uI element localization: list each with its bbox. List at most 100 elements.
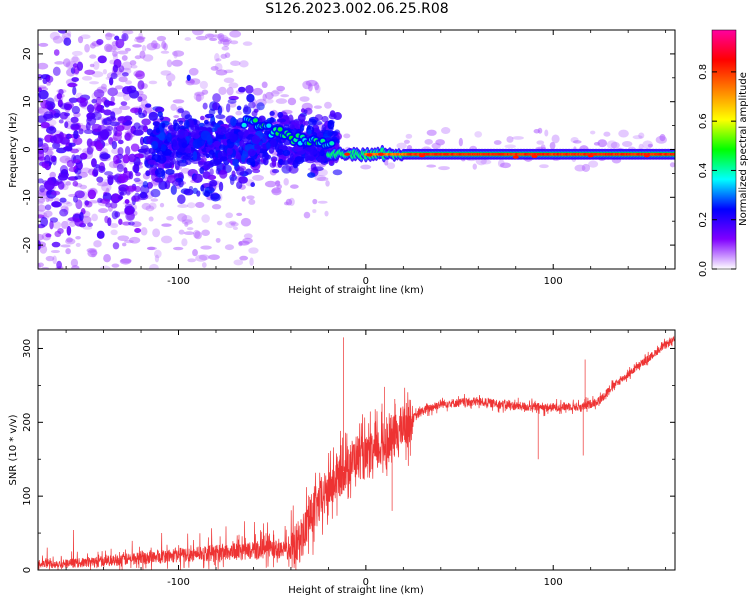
spectrogram-blob	[184, 114, 193, 120]
spectrogram-blob	[203, 119, 209, 125]
spectrogram-blob	[405, 133, 413, 139]
spectrogram-blob	[272, 89, 283, 95]
spectrogram-blob	[238, 241, 243, 247]
spectrogram-blob	[163, 163, 173, 169]
spectrogram-blob	[52, 255, 57, 265]
spectrogram-blob	[54, 230, 62, 238]
spectrogram-blob	[332, 169, 343, 176]
spectrogram-blob	[251, 161, 256, 168]
colorbar-gradient	[711, 29, 737, 270]
spectrogram-blob	[140, 184, 150, 195]
spectrogram-blob	[66, 202, 73, 207]
spectrogram-blob	[647, 143, 653, 148]
spectrogram-blob	[458, 137, 463, 147]
spectrogram-blob	[215, 114, 226, 120]
spectrogram-blob	[142, 54, 154, 62]
spectrogram-blob	[493, 140, 502, 145]
spectrogram-blob	[303, 109, 308, 114]
spectrogram-blob	[221, 39, 231, 43]
spectrogram-blob	[621, 141, 633, 147]
spectrogram-blob	[138, 112, 146, 119]
spectrogram-blob	[171, 59, 183, 67]
spectrogram-blob	[97, 197, 103, 203]
spectrogram-blob	[220, 53, 228, 59]
spectrogram-blob	[135, 70, 145, 80]
spectrogram-blob	[207, 174, 217, 180]
spectrogram-blob	[200, 115, 205, 121]
spectrogram-blob	[124, 47, 131, 52]
spectrogram-blob	[231, 170, 236, 178]
spectrogram-blob	[109, 121, 121, 127]
spectrogram-blob	[54, 61, 65, 65]
spectrogram-blob	[53, 112, 61, 118]
spectrogram-blob	[252, 87, 263, 96]
spectrogram-blob	[155, 127, 160, 134]
spectrogram-blob	[121, 33, 129, 42]
spectrogram-blob	[199, 80, 208, 90]
colorbar-ticks: 0.0 0.2 0.4 0.6 0.8	[698, 64, 736, 277]
spectrogram-blob	[178, 179, 184, 188]
spectrogram-blob	[115, 38, 125, 49]
spectrogram-blob	[56, 260, 62, 269]
spectrogram-blob	[71, 77, 79, 82]
spectrogram-blob	[419, 154, 426, 158]
spectrogram-blob	[57, 30, 68, 34]
spectrogram-blob	[117, 195, 124, 200]
spectrogram-blob	[172, 246, 184, 251]
spectrogram-blob	[537, 127, 543, 134]
spectrogram-blob	[68, 142, 76, 147]
spectrogram-blob	[204, 190, 211, 198]
spectrogram-blob	[251, 135, 261, 144]
spectrogram-blob	[308, 83, 313, 92]
spectrogram-blob	[199, 166, 205, 175]
spectrogram-blob	[303, 211, 311, 219]
spectrogram-blob	[229, 30, 242, 38]
spectrogram-blob	[50, 190, 61, 196]
spectrogram-blob	[105, 33, 116, 37]
spectrogram-blob	[187, 202, 196, 209]
spectrogram-blob	[169, 157, 176, 165]
spectrogram-blob	[80, 34, 91, 40]
spectrogram-blob	[49, 135, 58, 144]
spectrogram-blob	[124, 239, 134, 244]
spectrogram-blob	[83, 129, 94, 135]
spectrogram-blob	[250, 182, 255, 188]
spectrogram-blob	[139, 50, 146, 59]
spectrogram-blob	[587, 154, 594, 158]
x-tick-label: 100	[544, 577, 563, 588]
spectrogram-blob	[204, 33, 215, 39]
spectrogram-blob	[122, 154, 130, 164]
spectrogram-blob	[209, 37, 218, 42]
spectrogram-blob	[58, 131, 64, 141]
spectrogram-blob	[41, 266, 50, 269]
spectrogram-blob	[117, 116, 127, 122]
y-tick-label: 200	[22, 413, 33, 432]
spectrogram-blob	[148, 147, 156, 154]
y-tick-label: 20	[22, 48, 33, 61]
spectrogram-blob	[158, 180, 168, 190]
y-tick-label: 0	[22, 567, 33, 573]
spectrogram-blob	[252, 174, 264, 181]
spectrogram-blob	[187, 258, 197, 263]
spectrogram-blob	[156, 35, 167, 42]
spectrogram-blob	[125, 145, 131, 156]
colorbar-tick-label: 0.6	[698, 113, 709, 129]
spectrogram-ylabel: Frequency (Hz)	[8, 112, 19, 188]
spectrogram-blob	[130, 107, 139, 114]
spectrogram-blob	[111, 263, 120, 268]
spectrogram-blob	[581, 163, 591, 173]
spectrogram-blob	[132, 129, 144, 136]
spectrogram-blob	[198, 254, 210, 261]
spectrogram-blob	[108, 77, 114, 86]
spectrogram-blob	[132, 164, 138, 173]
spectrogram-blob	[236, 166, 245, 176]
spectrogram-blob	[426, 129, 437, 136]
spectrogram-blob	[76, 61, 84, 72]
spectrogram-blob	[506, 136, 514, 143]
spectrogram-blob	[120, 258, 132, 264]
spectrogram-blob	[38, 42, 49, 47]
snr-series-line	[38, 335, 675, 570]
spectrogram-blob	[314, 84, 321, 94]
spectrogram-blob	[269, 138, 277, 147]
spectrogram-blob	[242, 41, 253, 46]
